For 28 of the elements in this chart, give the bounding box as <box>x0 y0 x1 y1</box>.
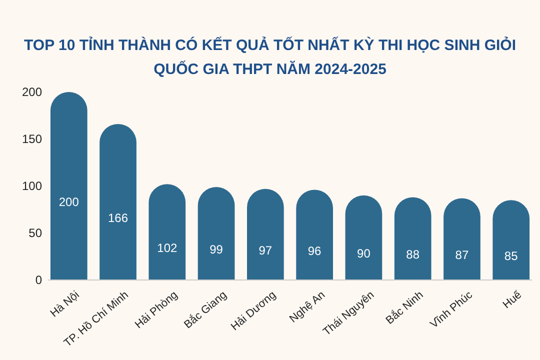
data-label: 90 <box>357 246 371 261</box>
data-label: 96 <box>308 244 322 258</box>
x-tick-label: Bắc Ninh <box>383 288 426 327</box>
bar <box>247 188 284 280</box>
y-tick-label: 100 <box>22 179 42 194</box>
data-label: 87 <box>455 248 469 262</box>
bar <box>444 198 480 280</box>
bar <box>50 92 88 280</box>
data-label: 200 <box>58 195 80 209</box>
data-label: 166 <box>108 210 128 225</box>
data-label: 102 <box>157 241 178 256</box>
y-tick-label: 150 <box>22 132 42 146</box>
bar <box>394 197 432 280</box>
y-tick-label: 200 <box>22 85 42 100</box>
x-tick-label: Hà Nội <box>48 289 82 320</box>
bar <box>100 124 136 280</box>
bar <box>148 184 186 280</box>
chart-title: TOP 10 TỈNH THÀNH CÓ KẾT QUẢ TỐT NHẤT KỲ THI HỌC SINH GIỎI QUỐC GIA THPT NĂM 2024-2025 <box>24 36 516 78</box>
bar <box>492 200 530 280</box>
bar <box>345 195 382 280</box>
bar <box>296 190 333 280</box>
data-label: 97 <box>258 243 272 258</box>
data-label: 99 <box>210 242 224 256</box>
bar <box>198 186 235 280</box>
data-label: 88 <box>406 248 420 262</box>
data-label: 85 <box>504 249 518 264</box>
y-tick-label: 50 <box>28 226 42 240</box>
y-tick-label: 0 <box>35 273 42 288</box>
